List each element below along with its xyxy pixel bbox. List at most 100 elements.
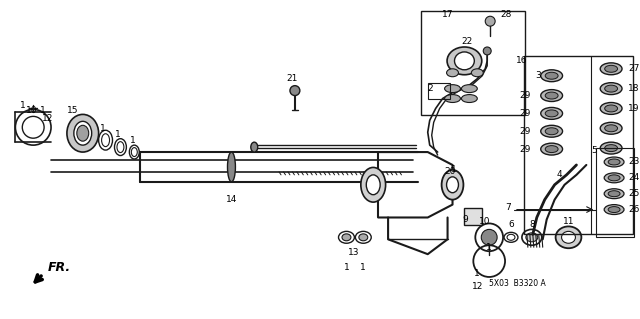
Text: 28: 28	[500, 10, 511, 19]
Text: 29: 29	[519, 127, 531, 136]
Ellipse shape	[604, 157, 624, 167]
Text: 15: 15	[67, 106, 79, 115]
Circle shape	[485, 16, 495, 26]
Text: 5X03  B3320 A: 5X03 B3320 A	[488, 279, 545, 288]
Ellipse shape	[600, 102, 622, 115]
Text: 14: 14	[226, 195, 237, 204]
Ellipse shape	[608, 191, 620, 197]
Ellipse shape	[359, 234, 368, 241]
Text: 21: 21	[286, 74, 298, 83]
Ellipse shape	[605, 85, 618, 92]
Ellipse shape	[77, 125, 89, 141]
Ellipse shape	[541, 125, 563, 137]
Ellipse shape	[604, 204, 624, 214]
Text: 29: 29	[519, 109, 531, 118]
Bar	[596, 148, 634, 237]
Ellipse shape	[447, 47, 482, 75]
Text: 1: 1	[360, 263, 366, 271]
Text: 1: 1	[20, 101, 26, 110]
Text: 13: 13	[348, 248, 359, 257]
Text: 4: 4	[557, 170, 563, 179]
Text: 8: 8	[529, 220, 534, 229]
Text: 17: 17	[442, 10, 453, 19]
Ellipse shape	[600, 63, 622, 75]
Text: 11: 11	[563, 217, 574, 226]
Text: 12: 12	[42, 114, 54, 123]
Ellipse shape	[608, 159, 620, 165]
Ellipse shape	[442, 170, 463, 200]
Text: 3: 3	[535, 71, 541, 80]
Text: 7: 7	[505, 203, 511, 212]
Ellipse shape	[600, 83, 622, 94]
Bar	[428, 83, 449, 99]
Text: 27: 27	[628, 64, 639, 73]
Ellipse shape	[102, 134, 109, 147]
Bar	[420, 11, 525, 115]
Text: 6: 6	[508, 220, 514, 229]
Ellipse shape	[600, 142, 622, 154]
Ellipse shape	[541, 70, 563, 82]
Text: 1: 1	[486, 243, 492, 252]
Bar	[465, 208, 483, 226]
Text: FR.: FR.	[47, 261, 70, 274]
Ellipse shape	[541, 143, 563, 155]
Ellipse shape	[461, 85, 477, 93]
Ellipse shape	[461, 94, 477, 102]
Ellipse shape	[447, 177, 458, 193]
Text: 18: 18	[628, 84, 639, 93]
Ellipse shape	[608, 175, 620, 181]
Ellipse shape	[471, 69, 483, 77]
Ellipse shape	[445, 85, 460, 93]
Text: 1: 1	[451, 166, 456, 174]
Ellipse shape	[545, 110, 558, 117]
Text: 12: 12	[472, 282, 483, 291]
Ellipse shape	[251, 142, 258, 152]
Text: 2: 2	[427, 84, 433, 93]
Ellipse shape	[605, 105, 618, 112]
Ellipse shape	[541, 108, 563, 119]
Ellipse shape	[117, 142, 124, 152]
Ellipse shape	[605, 145, 618, 152]
Text: 26: 26	[628, 205, 639, 214]
Ellipse shape	[541, 90, 563, 101]
Ellipse shape	[608, 207, 620, 212]
Ellipse shape	[556, 226, 581, 248]
Ellipse shape	[74, 121, 92, 145]
Text: 20: 20	[445, 167, 456, 176]
Text: 23: 23	[628, 158, 639, 167]
Ellipse shape	[561, 231, 575, 243]
Ellipse shape	[445, 94, 460, 102]
Bar	[524, 56, 633, 234]
Ellipse shape	[454, 52, 474, 70]
Ellipse shape	[604, 189, 624, 199]
Ellipse shape	[342, 234, 351, 241]
Ellipse shape	[545, 92, 558, 99]
Text: 22: 22	[462, 37, 473, 46]
Text: 1: 1	[40, 106, 46, 115]
Text: 10: 10	[26, 106, 37, 115]
Text: 1: 1	[100, 124, 106, 133]
Ellipse shape	[545, 72, 558, 79]
Text: 19: 19	[628, 104, 639, 113]
Ellipse shape	[67, 115, 99, 152]
Ellipse shape	[507, 234, 515, 240]
Ellipse shape	[366, 175, 380, 195]
Circle shape	[481, 229, 497, 245]
Text: 1: 1	[129, 136, 135, 145]
Text: 1: 1	[474, 270, 480, 278]
Text: 1: 1	[344, 263, 349, 271]
Circle shape	[483, 47, 491, 55]
Ellipse shape	[447, 69, 458, 77]
Ellipse shape	[605, 65, 618, 72]
Text: 5: 5	[591, 145, 597, 155]
Ellipse shape	[361, 167, 386, 202]
Text: 24: 24	[628, 173, 639, 182]
Ellipse shape	[526, 233, 538, 242]
Circle shape	[290, 85, 300, 96]
Ellipse shape	[545, 145, 558, 152]
Text: 25: 25	[628, 189, 639, 198]
Ellipse shape	[604, 173, 624, 183]
Ellipse shape	[131, 148, 138, 157]
Ellipse shape	[545, 128, 558, 135]
Ellipse shape	[605, 125, 618, 132]
